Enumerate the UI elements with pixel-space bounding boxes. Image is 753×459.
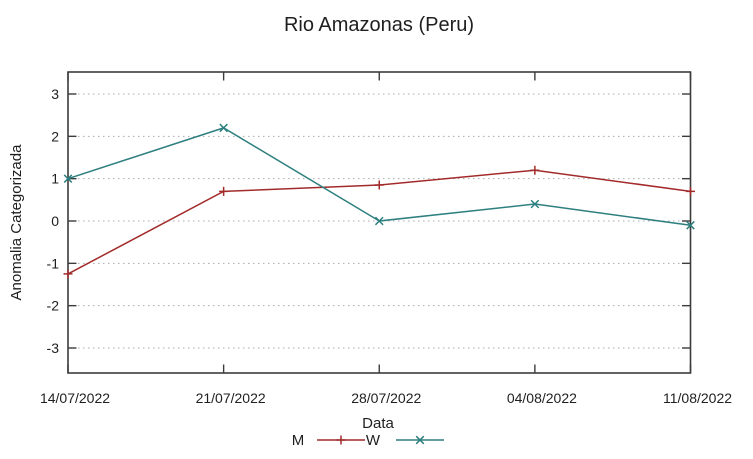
legend-marker-cross — [415, 435, 425, 445]
y-tick-label: 2 — [51, 128, 59, 144]
y-tick-label: -3 — [47, 340, 60, 356]
plot-border — [67, 71, 692, 374]
x-tick-label: 11/08/2022 — [663, 390, 732, 406]
plot-area: 3 2 1 0 -1 -2 -3 14/07/2022 21/07/2022 28/07/2022… — [40, 71, 732, 406]
series-marker-M — [374, 180, 384, 190]
legend-marker-plus — [336, 435, 346, 445]
y-tick-label: -1 — [47, 255, 60, 271]
x-tick-label: 28/07/2022 — [351, 390, 421, 406]
series-marker-W — [219, 123, 228, 133]
series-marker-M — [63, 269, 73, 279]
series-marker-M — [530, 165, 540, 175]
series-marker-M — [686, 186, 695, 196]
series-line-W — [67, 127, 691, 226]
y-tick-label: 3 — [51, 86, 59, 102]
x-tick-label: 04/08/2022 — [507, 390, 577, 406]
series-marker-W — [530, 199, 540, 209]
legend-item: W — [366, 432, 444, 449]
x-axis-label: Data — [362, 415, 394, 432]
x-tick-label: 14/07/2022 — [40, 390, 110, 406]
legend-item: M — [292, 432, 365, 449]
series-marker-M — [219, 186, 229, 196]
y-axis-label: Anomalia Categorizada — [8, 144, 25, 301]
y-tick-label: -2 — [47, 298, 60, 314]
x-tick-label: 21/07/2022 — [196, 390, 266, 406]
series-marker-W — [686, 220, 695, 230]
chart-title: Rio Amazonas (Peru) — [284, 14, 474, 36]
series-marker-W — [63, 174, 73, 183]
series-marker-W — [374, 216, 384, 226]
legend-label: M — [292, 432, 305, 449]
y-tick-label: 1 — [51, 171, 59, 187]
y-tick-label: 0 — [51, 213, 59, 229]
legend-label: W — [366, 432, 381, 449]
